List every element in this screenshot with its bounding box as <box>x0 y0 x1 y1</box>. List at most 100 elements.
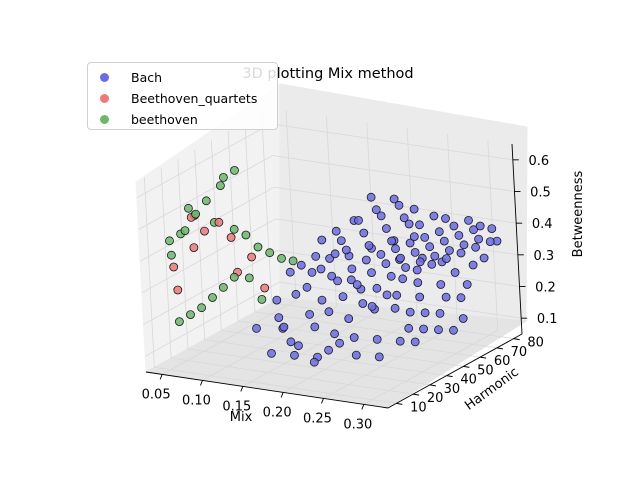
point-bach <box>395 336 405 346</box>
point-beethoven <box>201 196 211 206</box>
point-bach <box>374 352 384 362</box>
legend-marker-beethoven <box>100 114 109 124</box>
x-gridline-floor <box>161 300 297 375</box>
z-gridline-left <box>138 155 273 230</box>
point-bach <box>382 290 392 300</box>
point-beethoven <box>265 248 275 258</box>
point-bach <box>389 194 399 204</box>
point-bach <box>459 240 469 250</box>
data-points <box>165 165 502 367</box>
point-bach <box>474 234 484 244</box>
y-gridline-left <box>210 140 222 331</box>
point-bach <box>344 314 354 324</box>
point-bach <box>458 314 468 323</box>
z-axis-line <box>511 143 523 335</box>
point-bach <box>361 255 371 265</box>
point-beethoven <box>208 293 217 302</box>
point-bach <box>305 309 315 319</box>
point-bach <box>434 325 443 335</box>
point-bach <box>392 290 402 300</box>
point-bach <box>441 214 450 223</box>
point-bach <box>430 251 440 261</box>
point-bach <box>279 322 289 332</box>
point-bach <box>420 308 430 318</box>
legend-item-bach: Bach <box>88 67 162 87</box>
y-gridline-floor <box>187 348 430 386</box>
point-beethoven <box>218 282 228 292</box>
point-bach <box>372 283 382 293</box>
point-bach <box>390 303 400 313</box>
point-beethoven <box>241 230 251 240</box>
point-beethoven <box>218 172 228 182</box>
y-tick-mark <box>413 393 420 396</box>
point-bach <box>317 295 327 305</box>
tick-labels: 0.05 0.10 0.15 0.20 0.25 0.30 1020304050607080… <box>142 154 558 433</box>
point-bach <box>341 245 351 255</box>
point-beethoven <box>215 181 225 191</box>
point-bach <box>330 329 340 339</box>
x-gridline-back <box>285 110 297 301</box>
point-bach <box>429 211 439 221</box>
point-beethoven-quartets <box>260 283 270 293</box>
point-bach <box>434 227 444 237</box>
y-gridline-left <box>261 112 273 303</box>
x-tick-mark <box>200 380 203 386</box>
y-tick-mark <box>513 338 520 341</box>
x-gridline-floor <box>282 318 418 393</box>
y-tick-label: 80 <box>527 336 544 351</box>
point-bach <box>415 257 425 267</box>
x-tick-label: 0.15 <box>222 399 251 414</box>
point-beethoven-quartets <box>247 252 257 262</box>
point-bach <box>386 271 396 281</box>
point-bach <box>394 200 404 210</box>
z-gridline-back <box>270 123 513 161</box>
point-bach <box>311 251 321 261</box>
point-bach <box>335 338 345 348</box>
point-bach <box>401 263 411 272</box>
y-tick-label: 60 <box>494 354 511 369</box>
y-tick-mark <box>463 365 470 368</box>
point-bach <box>399 213 409 223</box>
y-gridline-floor <box>271 302 514 340</box>
y-gridline-left <box>160 168 172 359</box>
point-bach <box>436 280 446 289</box>
point-bach <box>351 350 361 360</box>
z-tick-label: 0.3 <box>533 249 554 264</box>
point-bach <box>285 267 295 277</box>
point-bach <box>456 293 466 303</box>
point-beethoven-quartets <box>173 285 183 295</box>
point-bach <box>324 345 334 355</box>
legend: Bach Beethoven_quartets beethoven <box>87 62 278 130</box>
point-bach <box>354 215 363 225</box>
y-gridline-left <box>244 121 256 312</box>
point-bach <box>272 295 282 305</box>
point-bach <box>359 228 369 238</box>
point-bach <box>367 268 376 278</box>
point-bach <box>412 265 422 275</box>
point-bach <box>449 325 458 335</box>
point-bach <box>274 313 284 323</box>
point-beethoven <box>197 303 207 313</box>
point-bach <box>409 204 419 214</box>
point-beethoven <box>229 224 239 234</box>
x-tick-label: 0.25 <box>303 411 332 426</box>
y-tick-mark <box>446 375 453 378</box>
point-bach <box>420 232 430 242</box>
z-gridline-back <box>272 155 515 192</box>
point-bach <box>479 253 489 263</box>
point-beethoven-quartets <box>189 243 199 253</box>
y-tick-mark <box>429 384 436 387</box>
point-bach <box>252 323 261 333</box>
y-tick-label: 10 <box>410 400 427 415</box>
point-beethoven <box>166 250 176 260</box>
x-tick-mark <box>361 404 365 410</box>
point-beethoven <box>174 317 184 327</box>
y-tick-label: 20 <box>427 391 444 406</box>
point-bach <box>485 237 495 247</box>
point-bach <box>475 221 485 231</box>
y-gridline-floor <box>254 311 497 349</box>
x-gridline-back <box>366 122 378 313</box>
y-tick-label: 50 <box>477 363 494 378</box>
point-bach <box>410 247 420 257</box>
